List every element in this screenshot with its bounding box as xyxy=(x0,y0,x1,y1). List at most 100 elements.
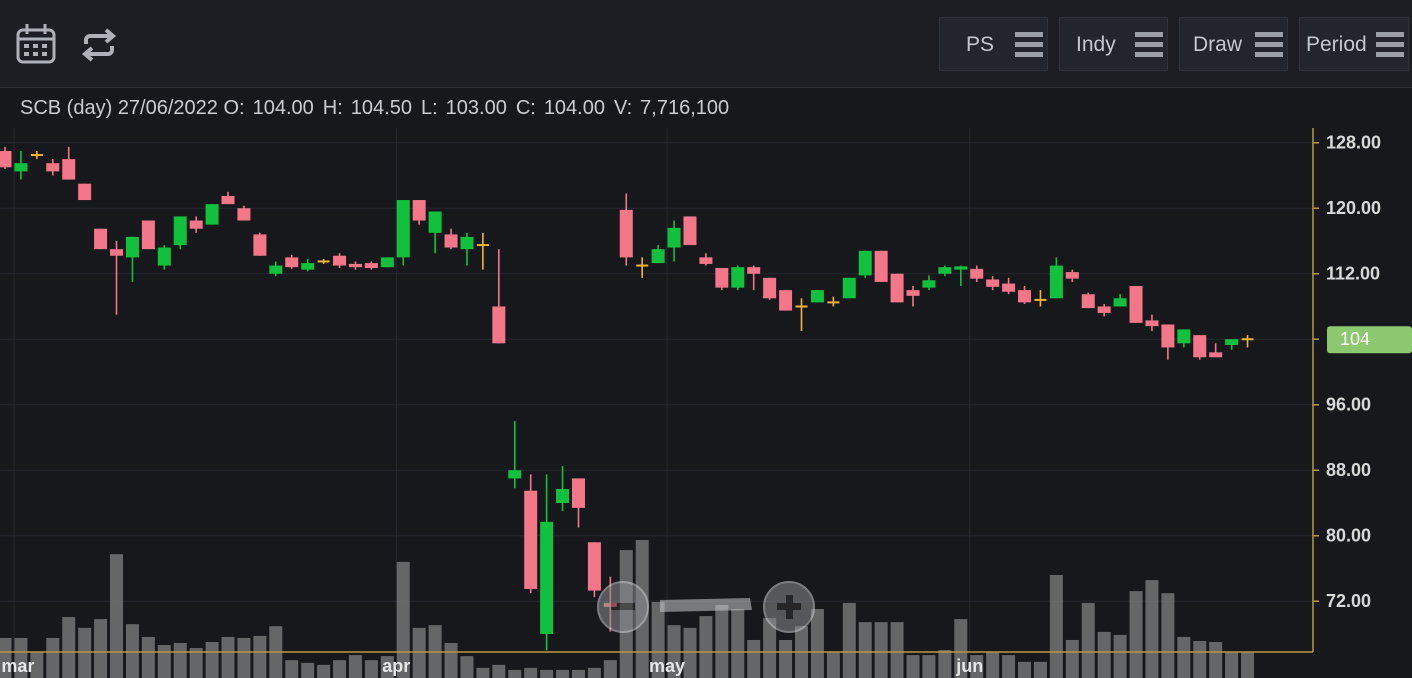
candle-body xyxy=(78,183,92,201)
field-value: 104.50 xyxy=(350,97,412,119)
volume-bar xyxy=(1033,661,1047,678)
menu-bar xyxy=(1135,52,1163,57)
volume-bar xyxy=(890,622,904,678)
volume-bar xyxy=(635,540,649,678)
zoom-in-sign-v xyxy=(786,595,793,619)
candle-body xyxy=(540,521,554,634)
volume-bar xyxy=(428,625,442,678)
volume-bar xyxy=(189,648,203,678)
candle-body xyxy=(269,265,283,274)
candle-body xyxy=(285,257,299,268)
zoom-out-sign xyxy=(611,603,635,610)
volume-bar xyxy=(779,639,793,678)
volume-bar xyxy=(922,655,936,678)
menu-icon xyxy=(1255,32,1283,57)
volume-bar xyxy=(810,609,824,678)
volume-bar xyxy=(380,656,394,678)
candle-body xyxy=(779,290,793,311)
candle-body xyxy=(492,306,506,344)
volume-bar xyxy=(0,637,12,678)
candle-body xyxy=(157,247,171,266)
volume-bar xyxy=(62,617,76,678)
volume-bar xyxy=(938,650,952,678)
candle-body xyxy=(62,159,76,180)
candle-body xyxy=(380,257,394,268)
volume-bar xyxy=(157,645,171,678)
candle-body xyxy=(444,234,458,248)
volume-bar xyxy=(460,656,474,678)
candle-body xyxy=(810,290,824,303)
field-label: L: xyxy=(420,97,438,119)
candle-body xyxy=(954,266,968,270)
field-label: V: xyxy=(613,97,633,119)
candle-body xyxy=(428,211,442,233)
price-marker xyxy=(1327,326,1412,354)
candle-body xyxy=(46,163,60,172)
volume-bar xyxy=(237,637,251,678)
candle-body xyxy=(890,273,904,303)
volume-bar xyxy=(747,639,761,678)
menu-bar xyxy=(1376,52,1404,57)
field-value: 7,716,100 xyxy=(640,97,730,119)
date: 27/06/2022 xyxy=(117,97,218,119)
menu-icon xyxy=(1015,32,1043,57)
volume-bar xyxy=(970,655,984,678)
volume-bar xyxy=(1177,636,1191,678)
field-value: 103.00 xyxy=(445,97,507,119)
volume-bar xyxy=(699,616,713,678)
candle-body xyxy=(94,228,108,250)
y-tick-label: 112.00 xyxy=(1326,263,1380,283)
field-label: C: xyxy=(515,97,536,119)
menu-bar xyxy=(1015,32,1043,37)
volume-bar xyxy=(78,627,92,678)
symbol: SCB (day) xyxy=(20,97,113,119)
candle-body xyxy=(603,602,617,607)
field-value: 104.00 xyxy=(543,97,605,119)
volume-bar xyxy=(524,667,538,678)
candle-body xyxy=(874,250,888,282)
candle-body xyxy=(970,268,984,279)
candle-body xyxy=(1081,294,1095,309)
x-tick-label: jun xyxy=(955,656,983,676)
refresh-icon[interactable] xyxy=(81,28,117,62)
button-label: Indy xyxy=(1076,33,1116,56)
volume-bar xyxy=(1113,634,1127,678)
volume-bar xyxy=(492,664,506,678)
price-marker-label: 104 xyxy=(1340,329,1370,349)
toolbar-icons xyxy=(16,24,117,64)
candle-body xyxy=(571,478,585,508)
candle-body xyxy=(1145,320,1159,327)
candle-body xyxy=(333,255,347,266)
candle-body xyxy=(1097,306,1111,314)
y-tick-label: 104.00 xyxy=(1326,329,1381,349)
menu-bar xyxy=(1376,32,1404,37)
calendar-icon[interactable] xyxy=(16,24,56,64)
field-value: 104.00 xyxy=(252,97,314,119)
candle-body xyxy=(651,249,665,264)
period-button[interactable]: Period xyxy=(1299,17,1409,71)
zoom-controls[interactable] xyxy=(597,581,815,633)
candle-body xyxy=(1209,352,1223,358)
candle-body xyxy=(221,195,235,205)
candle-body xyxy=(619,209,633,258)
y-tick-label: 96.00 xyxy=(1326,394,1371,414)
volume-bar xyxy=(587,667,601,678)
candle-body xyxy=(715,268,729,288)
button-label: Period xyxy=(1306,33,1367,56)
candle-body xyxy=(1161,324,1175,348)
candle-body xyxy=(1049,265,1063,299)
volume-bar xyxy=(731,609,745,678)
volume-bar xyxy=(253,635,267,678)
candle-body xyxy=(683,216,697,246)
candle-body xyxy=(747,267,761,274)
ps-button[interactable]: PS xyxy=(939,17,1048,71)
volume-bar xyxy=(412,627,426,678)
y-tick-label: 120.00 xyxy=(1326,198,1381,218)
draw-button[interactable]: Draw xyxy=(1179,17,1288,71)
volume-bar xyxy=(476,667,490,678)
volume-bar xyxy=(333,660,347,678)
indy-button[interactable]: Indy xyxy=(1059,17,1168,71)
x-tick-label: apr xyxy=(382,656,410,676)
candle-body xyxy=(667,227,681,248)
